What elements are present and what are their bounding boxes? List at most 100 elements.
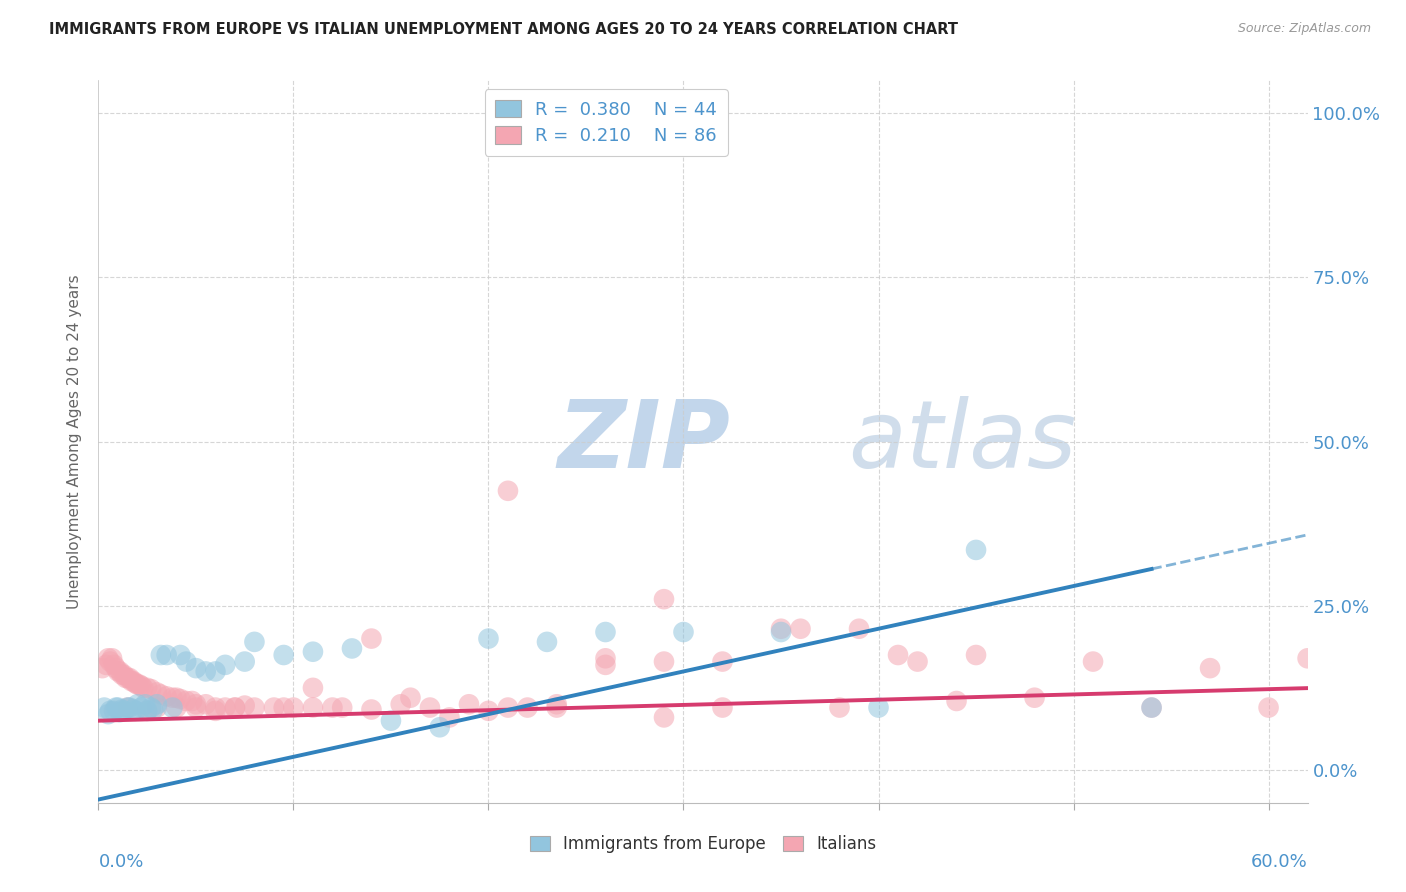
Point bbox=[496, 483, 519, 498]
Point bbox=[769, 622, 792, 636]
Point bbox=[1296, 651, 1319, 665]
Text: Source: ZipAtlas.com: Source: ZipAtlas.com bbox=[1237, 22, 1371, 36]
Point bbox=[169, 692, 191, 706]
Point bbox=[131, 700, 153, 714]
Text: ZIP: ZIP bbox=[558, 395, 731, 488]
Point bbox=[360, 702, 382, 716]
Point bbox=[132, 681, 155, 695]
Point bbox=[128, 677, 150, 691]
Point bbox=[139, 682, 162, 697]
Point bbox=[124, 676, 146, 690]
Point bbox=[127, 698, 149, 712]
Point bbox=[146, 685, 169, 699]
Point bbox=[114, 671, 136, 685]
Point bbox=[91, 661, 114, 675]
Point bbox=[1199, 661, 1222, 675]
Point bbox=[224, 700, 246, 714]
Point bbox=[263, 700, 285, 714]
Point bbox=[134, 698, 156, 712]
Point bbox=[107, 665, 129, 679]
Point bbox=[156, 648, 179, 662]
Point bbox=[380, 714, 402, 728]
Point bbox=[111, 702, 134, 716]
Point bbox=[101, 651, 124, 665]
Point bbox=[652, 655, 675, 669]
Point bbox=[711, 655, 734, 669]
Point bbox=[1140, 700, 1163, 714]
Point bbox=[868, 700, 890, 714]
Point bbox=[965, 542, 987, 557]
Point bbox=[1140, 700, 1163, 714]
Point bbox=[136, 681, 159, 695]
Point bbox=[477, 632, 499, 646]
Point bbox=[907, 655, 929, 669]
Point bbox=[389, 698, 412, 712]
Point bbox=[711, 700, 734, 714]
Point bbox=[340, 641, 363, 656]
Text: atlas: atlas bbox=[848, 396, 1077, 487]
Point bbox=[458, 698, 481, 712]
Point bbox=[595, 625, 617, 640]
Point bbox=[536, 635, 558, 649]
Point bbox=[149, 687, 172, 701]
Text: IMMIGRANTS FROM EUROPE VS ITALIAN UNEMPLOYMENT AMONG AGES 20 TO 24 YEARS CORRELA: IMMIGRANTS FROM EUROPE VS ITALIAN UNEMPL… bbox=[49, 22, 959, 37]
Point bbox=[204, 700, 226, 714]
Point bbox=[165, 700, 187, 714]
Point bbox=[789, 622, 811, 636]
Point bbox=[595, 657, 617, 672]
Point bbox=[121, 674, 143, 689]
Text: 0.0%: 0.0% bbox=[98, 854, 143, 871]
Point bbox=[769, 625, 792, 640]
Point bbox=[828, 700, 851, 714]
Point bbox=[117, 671, 139, 685]
Point bbox=[243, 635, 266, 649]
Point bbox=[136, 704, 159, 718]
Point bbox=[181, 694, 204, 708]
Point bbox=[149, 648, 172, 662]
Point bbox=[399, 690, 422, 705]
Point bbox=[184, 700, 207, 714]
Point bbox=[321, 700, 343, 714]
Point bbox=[546, 700, 568, 714]
Point bbox=[1024, 690, 1046, 705]
Point bbox=[156, 690, 179, 704]
Point bbox=[273, 648, 295, 662]
Point bbox=[97, 651, 120, 665]
Point bbox=[672, 625, 695, 640]
Point bbox=[98, 655, 121, 669]
Point bbox=[184, 661, 207, 675]
Point bbox=[194, 698, 217, 712]
Point bbox=[887, 648, 910, 662]
Point bbox=[104, 661, 127, 675]
Point bbox=[107, 700, 129, 714]
Point bbox=[117, 700, 139, 714]
Point bbox=[233, 698, 256, 713]
Point bbox=[108, 705, 131, 719]
Point bbox=[162, 690, 184, 705]
Point bbox=[302, 700, 325, 714]
Y-axis label: Unemployment Among Ages 20 to 24 years: Unemployment Among Ages 20 to 24 years bbox=[67, 274, 83, 609]
Point bbox=[283, 700, 305, 714]
Point bbox=[194, 665, 217, 679]
Point bbox=[93, 700, 115, 714]
Point bbox=[546, 698, 568, 712]
Point bbox=[652, 592, 675, 607]
Point bbox=[204, 704, 226, 718]
Point bbox=[243, 700, 266, 714]
Point bbox=[184, 698, 207, 712]
Point bbox=[169, 648, 191, 662]
Point bbox=[174, 694, 197, 708]
Point bbox=[103, 657, 125, 672]
Point bbox=[97, 707, 120, 722]
Point bbox=[122, 674, 145, 689]
Point bbox=[233, 655, 256, 669]
Point bbox=[1081, 655, 1104, 669]
Point bbox=[214, 657, 236, 672]
Point bbox=[496, 700, 519, 714]
Point bbox=[439, 710, 461, 724]
Point bbox=[214, 700, 236, 714]
Point bbox=[111, 667, 134, 681]
Point bbox=[146, 698, 169, 712]
Point bbox=[112, 704, 135, 718]
Point bbox=[516, 700, 538, 714]
